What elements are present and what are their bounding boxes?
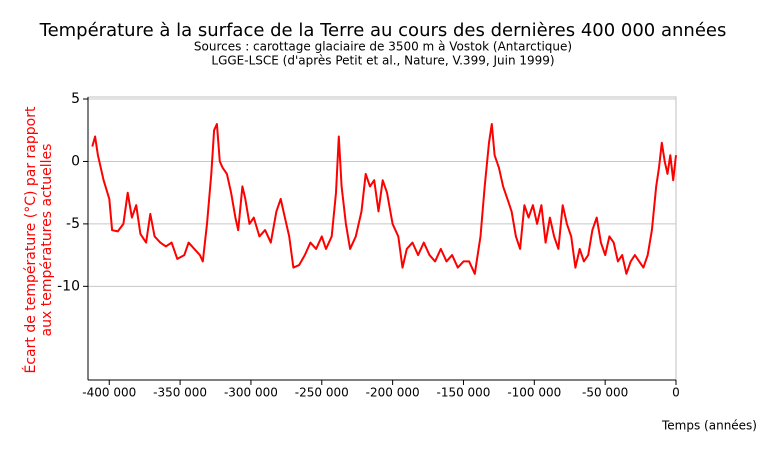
y-axis-label: Écart de température (°C) par rapport bbox=[22, 106, 39, 373]
y-tick-label: -5 bbox=[66, 216, 80, 232]
y-tick-label: 5 bbox=[71, 91, 80, 107]
x-tick-label: 0 bbox=[672, 386, 680, 400]
subtitle: Sources : carottage glaciaire de 3500 m … bbox=[194, 40, 572, 54]
x-tick-label: -100 000 bbox=[507, 386, 561, 400]
x-tick-label: -150 000 bbox=[436, 386, 490, 400]
y-tick-label: -10 bbox=[57, 278, 80, 294]
y-axis-label: aux températures actuelles bbox=[39, 144, 55, 337]
y-tick-label: 0 bbox=[71, 153, 80, 169]
x-tick-label: -250 000 bbox=[295, 386, 349, 400]
temperature-line bbox=[91, 123, 677, 275]
x-tick-label: -350 000 bbox=[153, 386, 207, 400]
subtitle: LGGE-LSCE (d'après Petit et al., Nature,… bbox=[211, 54, 554, 68]
x-tick-label: -200 000 bbox=[366, 386, 420, 400]
x-tick-label: -300 000 bbox=[224, 386, 278, 400]
x-axis-label: Temps (années) bbox=[661, 419, 757, 433]
plot-frame bbox=[87, 96, 677, 381]
x-tick-label: -400 000 bbox=[82, 386, 136, 400]
chart-title: Température à la surface de la Terre au … bbox=[39, 20, 727, 41]
x-tick-label: -50 000 bbox=[582, 386, 628, 400]
